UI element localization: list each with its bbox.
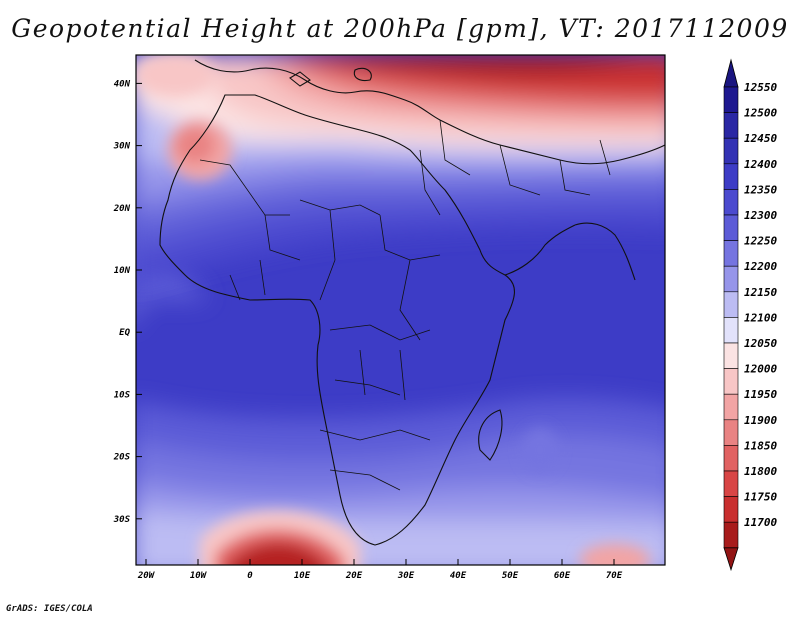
lon-tick-label: 60E <box>554 571 571 581</box>
lat-tick-label: 10S <box>114 390 131 400</box>
colorbar-swatch <box>723 393 739 421</box>
colorbar-bottom-arrow <box>723 547 739 572</box>
colorbar-label: 12350 <box>744 183 777 196</box>
lat-tick-label: 20S <box>113 453 131 463</box>
colorbar-label: 12500 <box>744 107 777 120</box>
lon-tick-label: 0 <box>247 571 253 581</box>
colorbar-swatch <box>723 342 739 369</box>
colorbar-label: 12150 <box>744 286 777 299</box>
lon-tick-label: 40E <box>450 571 467 581</box>
colorbar-swatch <box>723 86 739 113</box>
colorbar-label: 12100 <box>744 311 777 324</box>
colorbar-swatch <box>723 521 739 549</box>
colorbar-label: 12250 <box>744 235 777 248</box>
colorbar-label: 12550 <box>744 81 777 94</box>
lon-tick-label: 50E <box>502 571 519 581</box>
colorbar-swatch <box>723 470 739 497</box>
colorbar-swatch <box>723 189 739 216</box>
colorbar-label: 12400 <box>744 158 777 171</box>
colorbar-label: 11950 <box>744 388 777 401</box>
colorbar-swatch <box>723 291 739 318</box>
lat-tick-label: 40N <box>114 79 131 89</box>
coastline-lines <box>159 59 665 546</box>
colorbar-label: 11700 <box>744 516 777 529</box>
colorbar-swatch <box>723 265 739 293</box>
colorbar-label: 12450 <box>744 132 777 145</box>
lon-tick-label: 10W <box>190 571 208 581</box>
lat-tick-label: EQ <box>119 328 130 338</box>
longitude-axis: 20W 10W 0 10E 20E 30E 40E 50E 60E 70E <box>137 559 623 581</box>
colorbar-swatch <box>723 240 739 267</box>
grads-credit: GrADS: IGES/COLA <box>6 604 93 614</box>
colorbar-top-arrow <box>723 58 739 88</box>
colorbar-label: 11850 <box>744 439 777 452</box>
colorbar-label: 11900 <box>744 414 777 427</box>
chart-title: Geopotential Height at 200hPa [gpm], VT:… <box>11 14 789 43</box>
country-border-lines <box>199 119 611 491</box>
lon-tick-label: 20W <box>137 571 156 581</box>
lon-tick-label: 70E <box>606 571 623 581</box>
colorbar-swatch <box>723 112 739 139</box>
colorbar: 12550 12500 12450 12400 12350 12300 12250 12200… <box>723 58 777 572</box>
colorbar-swatch <box>723 419 739 446</box>
lon-tick-label: 20E <box>345 571 363 581</box>
colorbar-swatch <box>723 317 739 344</box>
lon-tick-label: 30E <box>397 571 415 581</box>
lat-tick-label: 30N <box>113 142 131 152</box>
lat-tick-label: 10N <box>114 266 131 276</box>
latitude-axis: 40N 30N 20N 10N EQ 10S 20S 30S <box>113 79 142 525</box>
colorbar-label: 12000 <box>744 363 777 376</box>
colorbar-swatch <box>723 368 739 395</box>
height-field <box>136 55 665 565</box>
colorbar-swatch <box>723 496 739 523</box>
colorbar-label: 12050 <box>744 337 777 350</box>
colorbar-swatch <box>723 214 739 241</box>
map-frame <box>135 54 666 566</box>
colorbar-label: 11800 <box>744 465 777 478</box>
colorbar-swatch <box>723 163 739 190</box>
lon-tick-label: 10E <box>294 571 311 581</box>
colorbar-label: 12300 <box>744 209 777 222</box>
lat-tick-label: 30S <box>113 515 131 525</box>
colorbar-label: 11750 <box>744 491 777 504</box>
colorbar-swatch <box>723 445 739 472</box>
colorbar-swatch <box>723 137 739 165</box>
lat-tick-label: 20N <box>113 204 131 214</box>
colorbar-label: 12200 <box>744 260 777 273</box>
